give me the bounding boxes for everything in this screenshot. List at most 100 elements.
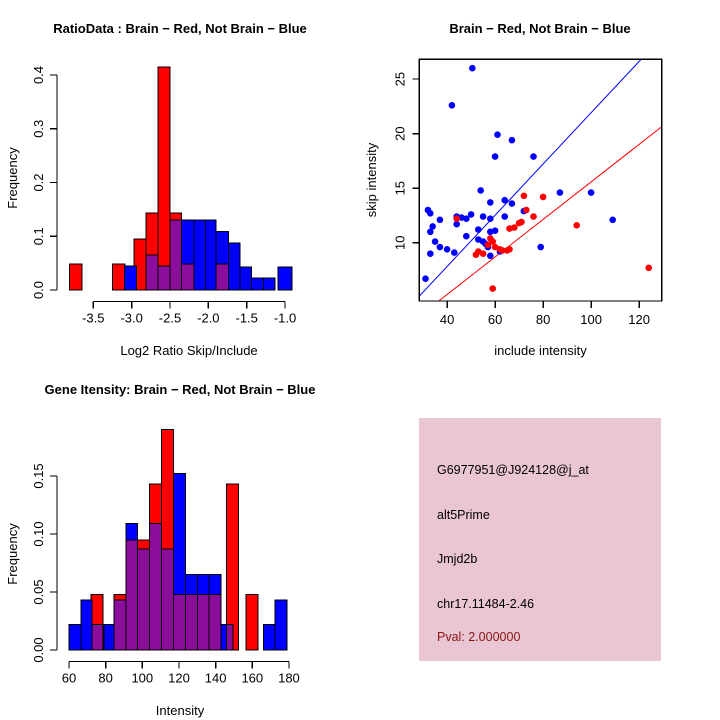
locus-text: chr17.11484-2.46: [437, 597, 535, 611]
overlap-bar: [181, 263, 195, 291]
blue-point: [501, 196, 508, 204]
overlap-bar: [125, 539, 139, 651]
red-point: [645, 264, 652, 272]
blue-point: [436, 216, 444, 224]
blue-point: [487, 199, 494, 206]
x-tick-label: 60: [62, 671, 76, 686]
red-point: [539, 193, 547, 201]
red-point: [520, 192, 528, 200]
ratio-histogram-title: RatioData : Brain − Red, Not Brain − Blu…: [53, 21, 307, 36]
blue-point: [451, 249, 458, 256]
blue-bar: [227, 242, 241, 291]
blue-bar: [80, 599, 93, 651]
blue-point: [508, 136, 516, 144]
red-point: [479, 250, 487, 257]
x-tick-label: 80: [536, 312, 550, 327]
y-tick-label: 25: [392, 72, 407, 86]
intensity-yaxis-label: Frequency: [5, 523, 20, 585]
plot-box: [418, 58, 663, 302]
blue-point: [530, 153, 537, 160]
y-tick-label: 0.4: [31, 66, 46, 84]
blue-point: [427, 250, 434, 257]
x-tick-label: -1.0: [274, 311, 296, 326]
overlap-bar: [91, 624, 104, 651]
blue-point: [475, 226, 482, 233]
blue-point: [436, 243, 444, 251]
blue-point: [487, 252, 494, 260]
red-bar: [112, 263, 126, 291]
y-tick-label: 0.0: [31, 281, 46, 299]
blue-point: [453, 220, 460, 228]
blue-point: [431, 238, 439, 245]
overlap-bar: [173, 593, 186, 651]
red-point: [499, 247, 506, 254]
overlap-bar: [161, 548, 175, 651]
x-tick-label: 120: [628, 312, 650, 327]
blue-bar: [68, 624, 82, 651]
x-tick-label: 40: [440, 312, 454, 327]
blue-point: [508, 200, 516, 207]
overlap-bar: [169, 219, 182, 291]
overlap-bar: [226, 624, 234, 651]
red-point: [573, 222, 580, 229]
blue-bar: [263, 277, 276, 291]
y-tick-label: 15: [392, 181, 407, 195]
blue-point: [587, 189, 595, 196]
red-point: [484, 241, 492, 249]
y-tick-label: 0.2: [31, 173, 46, 191]
red-point: [453, 215, 460, 222]
overlap-bar: [184, 593, 198, 651]
blue-bar: [124, 265, 138, 291]
y-tick-label: 0.10: [31, 521, 46, 546]
x-tick-label: 160: [241, 671, 263, 686]
red-point: [489, 285, 496, 292]
blue-point: [463, 215, 470, 222]
overlap-bar: [113, 599, 127, 651]
red-point: [506, 246, 513, 253]
scatter-title: Brain − Red, Not Brain − Blue: [449, 21, 631, 36]
gene-name-text: Jmjd2b: [437, 552, 478, 566]
blue-point: [463, 232, 470, 240]
overlap-bar: [157, 265, 171, 291]
y-tick-label: 0.00: [31, 637, 46, 662]
x-tick-label: -1.5: [235, 311, 257, 326]
blue-point: [609, 216, 616, 224]
red-point: [530, 213, 537, 220]
x-tick-label: -3.0: [120, 311, 142, 326]
ratio-histogram-panel: -3.5 -3.0 -2.5 -2.0 -1.5 -1.0 0.0 0.1 0.2 0.3 0.4: [31, 66, 296, 326]
overlap-bar: [137, 548, 151, 651]
intensity-xaxis-label: Intensity: [155, 703, 205, 718]
y-tick-label: 0.3: [31, 120, 46, 138]
blue-bar: [277, 266, 293, 291]
blue-point: [443, 246, 451, 253]
blue-bar: [193, 219, 207, 291]
overlap-bar: [145, 254, 159, 291]
x-tick-label: 100: [580, 312, 602, 327]
blue-bar: [262, 624, 276, 651]
x-tick-label: -3.5: [82, 311, 104, 326]
x-tick-label: 140: [205, 671, 227, 686]
red-point: [523, 206, 530, 214]
x-tick-label: 80: [98, 671, 112, 686]
blue-point: [467, 211, 475, 218]
x-tick-label: 100: [131, 671, 153, 686]
red-bar: [157, 66, 171, 291]
info-panel: G6977951@J924128@j_at alt5Prime Jmjd2b c…: [360, 360, 720, 720]
scatter-panel: 40 60 80 100 120 10 15 20 25: [392, 58, 663, 327]
ab-lines: [419, 59, 662, 301]
x-tick-label: -2.0: [197, 311, 219, 326]
blue-point: [469, 64, 476, 72]
y-tick-label: 0.1: [31, 227, 46, 245]
overlap-bar: [149, 523, 163, 651]
blue-point: [477, 187, 484, 194]
red-point: [518, 218, 525, 226]
y-tick-label: 0.05: [31, 579, 46, 604]
ratio-yaxis-label: Frequency: [5, 147, 20, 209]
y-tick-label: 10: [392, 236, 407, 250]
blue-regression-line: [419, 59, 642, 297]
x-tick-label: -2.5: [159, 311, 181, 326]
blue-point: [537, 243, 544, 251]
blue-point: [479, 213, 487, 220]
red-regression-line: [438, 126, 662, 301]
ratio-xaxis-label: Log2 Ratio Skip/Include: [120, 343, 258, 358]
